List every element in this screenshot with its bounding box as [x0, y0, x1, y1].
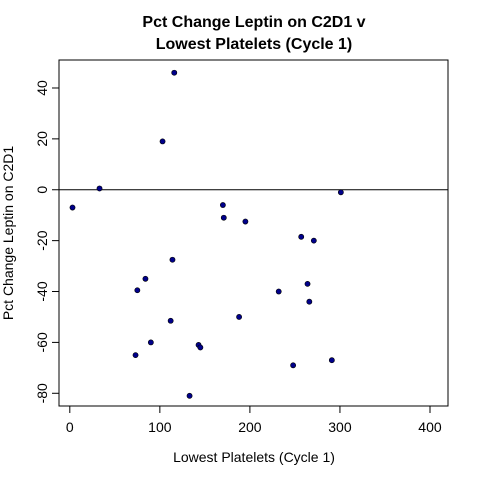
- data-point: [310, 237, 317, 244]
- data-point: [167, 317, 174, 324]
- y-axis: -80 -60 -40 -20 0 20 40: [34, 80, 59, 403]
- x-tick-label: 100: [148, 419, 172, 435]
- x-tick-label: 200: [238, 419, 262, 435]
- data-point: [290, 362, 297, 369]
- y-tick-label: -60: [34, 332, 50, 352]
- data-point: [337, 189, 344, 196]
- x-tick-label: 300: [328, 419, 352, 435]
- data-point: [298, 233, 305, 240]
- data-point: [328, 357, 335, 364]
- data-points: [69, 69, 344, 399]
- x-tick-label: 400: [418, 419, 442, 435]
- y-axis-label: Pct Change Leptin on C2D1: [0, 146, 16, 321]
- x-axis: 0 100 200 300 400: [66, 406, 442, 435]
- y-tick-label: -80: [34, 383, 50, 403]
- data-point: [147, 339, 154, 346]
- chart-title-line-2: Lowest Platelets (Cycle 1): [156, 36, 353, 53]
- data-point: [197, 344, 204, 351]
- data-point: [132, 352, 139, 359]
- y-tick-label: -20: [34, 230, 50, 250]
- x-tick-label: 0: [66, 419, 74, 435]
- y-tick-label: 20: [34, 131, 50, 147]
- data-point: [171, 69, 178, 76]
- data-point: [242, 218, 249, 225]
- y-tick-label: 40: [34, 80, 50, 96]
- data-point: [169, 256, 176, 263]
- data-point: [220, 214, 227, 221]
- data-point: [219, 202, 226, 208]
- data-point: [236, 314, 242, 320]
- data-point: [159, 138, 166, 145]
- data-point: [96, 185, 103, 192]
- y-tick-label: 0: [34, 186, 50, 194]
- data-point: [306, 298, 313, 305]
- plot-frame: [58, 59, 449, 407]
- data-point: [134, 287, 141, 294]
- data-point: [275, 288, 282, 295]
- chart-title-line-1: Pct Change Leptin on C2D1 v: [142, 14, 365, 31]
- data-point: [304, 280, 311, 287]
- y-tick-label: -40: [34, 281, 50, 301]
- data-point: [142, 275, 149, 282]
- data-point: [69, 204, 76, 211]
- x-axis-label: Lowest Platelets (Cycle 1): [173, 449, 335, 465]
- data-point: [186, 392, 193, 399]
